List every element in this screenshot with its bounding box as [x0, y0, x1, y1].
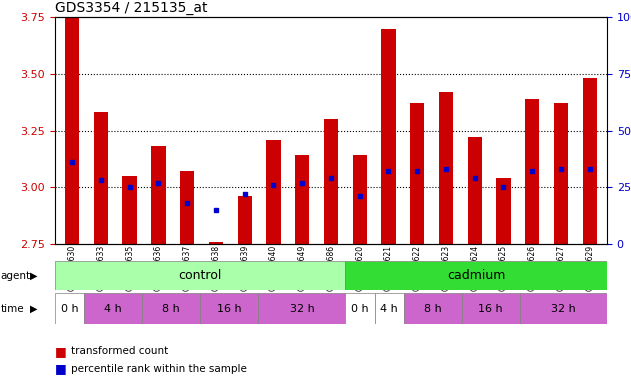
Bar [346, 293, 375, 324]
Bar [410, 103, 425, 244]
Text: transformed count: transformed count [71, 346, 168, 356]
Bar [497, 178, 510, 244]
Text: agent: agent [1, 270, 31, 281]
Bar [237, 196, 252, 244]
Bar [55, 261, 346, 290]
Text: 16 h: 16 h [217, 304, 242, 314]
Text: 0 h: 0 h [351, 304, 369, 314]
Bar [180, 171, 194, 244]
Text: time: time [1, 304, 24, 314]
Bar [55, 293, 84, 324]
Text: 0 h: 0 h [61, 304, 78, 314]
Text: 32 h: 32 h [290, 304, 314, 314]
Text: ■: ■ [55, 345, 67, 358]
Text: ▶: ▶ [30, 304, 38, 314]
Bar [142, 293, 200, 324]
Bar [258, 293, 346, 324]
Bar [381, 29, 396, 244]
Bar [554, 103, 568, 244]
Bar [404, 293, 462, 324]
Bar [295, 156, 309, 244]
Bar [582, 78, 597, 244]
Text: 8 h: 8 h [424, 304, 442, 314]
Bar [94, 113, 108, 244]
Bar [468, 137, 482, 244]
Bar [151, 146, 165, 244]
Bar [462, 293, 520, 324]
Bar [209, 242, 223, 244]
Bar [84, 293, 142, 324]
Bar [324, 119, 338, 244]
Bar [65, 17, 80, 244]
Text: 32 h: 32 h [551, 304, 576, 314]
Bar [346, 261, 607, 290]
Bar [375, 293, 404, 324]
Text: 4 h: 4 h [380, 304, 398, 314]
Text: 16 h: 16 h [478, 304, 503, 314]
Text: 8 h: 8 h [162, 304, 180, 314]
Text: percentile rank within the sample: percentile rank within the sample [71, 364, 247, 374]
Bar [353, 156, 367, 244]
Text: GDS3354 / 215135_at: GDS3354 / 215135_at [55, 1, 208, 15]
Text: ■: ■ [55, 362, 67, 375]
Bar [439, 92, 453, 244]
Text: ▶: ▶ [30, 270, 38, 281]
Bar [200, 293, 258, 324]
Bar [122, 176, 137, 244]
Bar [525, 99, 540, 244]
Text: cadmium: cadmium [447, 269, 505, 282]
Bar [266, 140, 281, 244]
Bar [520, 293, 607, 324]
Text: control: control [179, 269, 222, 282]
Text: 4 h: 4 h [104, 304, 122, 314]
